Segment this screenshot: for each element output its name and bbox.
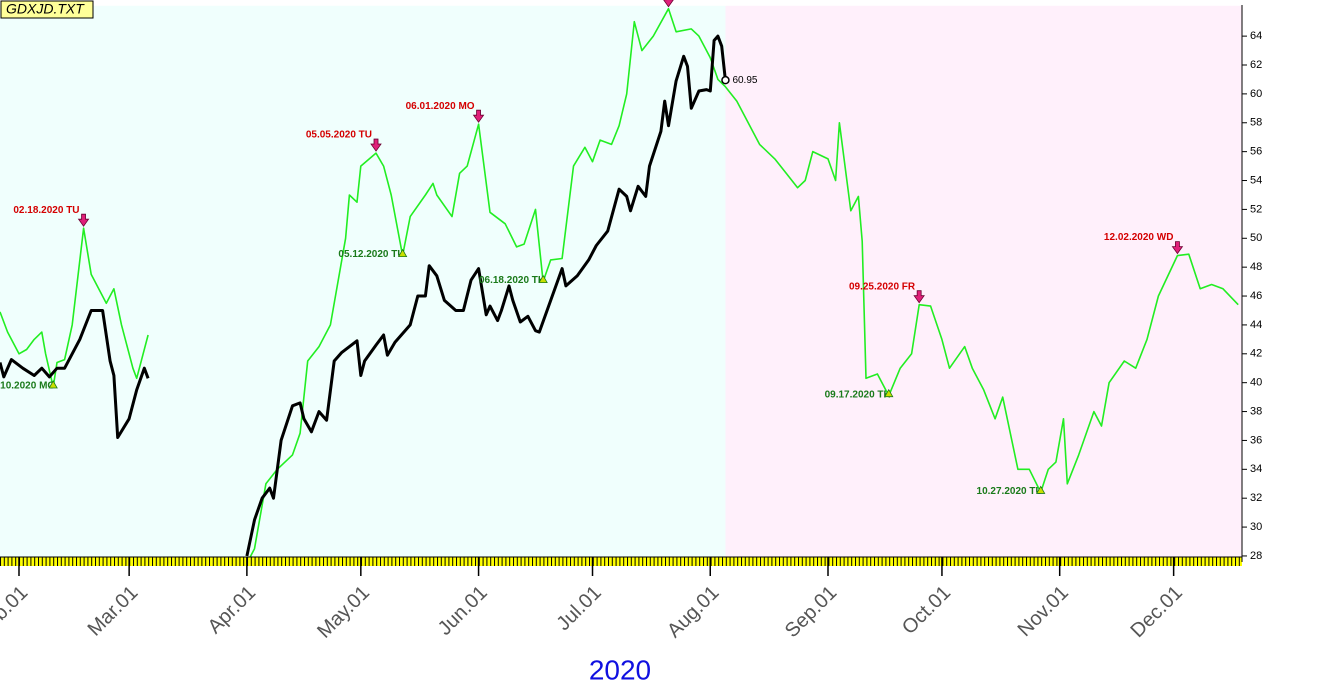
peak-label: 09.25.2020 FR xyxy=(849,281,916,292)
last-price-label: 60.95 xyxy=(732,75,757,86)
peak-label: 02.18.2020 TU xyxy=(13,205,79,216)
series-line xyxy=(245,34,727,557)
peak-marker xyxy=(472,109,485,123)
y-tick-label: 30 xyxy=(1250,521,1262,533)
y-tick-label: 46 xyxy=(1250,290,1262,302)
peak-marker xyxy=(663,0,674,8)
annotation: 12.02.2020 WD xyxy=(1104,232,1184,255)
y-tick-label: 56 xyxy=(1250,146,1262,158)
x-tick-label: Sep.01 xyxy=(781,582,841,642)
series-line xyxy=(0,227,149,388)
peak-marker xyxy=(913,290,925,304)
y-tick-label: 50 xyxy=(1250,232,1262,244)
peak-marker xyxy=(370,138,382,152)
y-tick-label: 44 xyxy=(1250,319,1262,331)
trough-label: 02.10.2020 MO xyxy=(0,381,55,392)
y-tick-label: 54 xyxy=(1250,174,1262,186)
title-box xyxy=(0,0,94,19)
y-tick-label: 36 xyxy=(1250,434,1262,446)
y-tick-label: 42 xyxy=(1250,348,1262,360)
peak-label: 12.02.2020 WD xyxy=(1104,232,1174,243)
history-region xyxy=(0,5,726,558)
annotation: 06.18.2020 TH xyxy=(479,274,548,286)
trough-label: 09.17.2020 TH xyxy=(825,389,891,400)
plot-background xyxy=(0,5,1242,558)
annotation: 06.01.2020 MO xyxy=(406,101,485,123)
y-tick-label: 34 xyxy=(1250,463,1262,475)
x-axis-label: 2020 xyxy=(589,654,651,685)
series-line xyxy=(0,309,150,439)
y-tick-label: 58 xyxy=(1250,117,1262,129)
x-tick-label: Nov.01 xyxy=(1014,582,1073,641)
peak-label: 05.05.2020 TU xyxy=(306,130,372,141)
y-tick-label: 48 xyxy=(1250,261,1262,273)
annotation: 07.21.2020 TU xyxy=(663,0,674,8)
annotation: 10.27.2020 TU xyxy=(977,485,1046,497)
annotation: 05.12.2020 TU xyxy=(338,248,408,260)
trough-marker xyxy=(1036,485,1046,494)
y-tick-label: 40 xyxy=(1250,377,1262,389)
y-tick-label: 38 xyxy=(1250,405,1262,417)
x-tick-label: Apr.01 xyxy=(204,582,260,638)
y-tick-label: 64 xyxy=(1250,30,1262,42)
trough-marker xyxy=(397,248,408,258)
trough-marker xyxy=(884,388,894,398)
annotation: 05.05.2020 TU xyxy=(306,130,382,152)
annotation: 60.95 xyxy=(721,75,758,86)
series-line xyxy=(246,7,1239,564)
last-price-marker xyxy=(721,75,730,85)
x-tick-label: Aug.01 xyxy=(663,582,723,642)
projection-region xyxy=(725,5,1242,558)
x-tick-label: Dec.01 xyxy=(1127,582,1187,642)
y-tick-label: 62 xyxy=(1250,59,1262,71)
y-tick-label: 60 xyxy=(1250,88,1262,100)
x-tick-label: Mar.01 xyxy=(84,582,143,641)
y-tick-label: 28 xyxy=(1250,550,1262,562)
trough-label: 05.12.2020 TU xyxy=(338,249,404,260)
x-tick-label: Jun.01 xyxy=(434,582,492,640)
trough-marker xyxy=(538,274,548,283)
chart-title: GDXJD.TXT xyxy=(6,1,85,17)
day-tick-strip xyxy=(0,557,1242,566)
trough-marker xyxy=(48,380,58,389)
annotation: 02.18.2020 TU xyxy=(13,205,90,227)
x-tick-label: May.01 xyxy=(313,582,374,643)
trough-label: 06.18.2020 TH xyxy=(479,275,545,286)
annotation: 09.25.2020 FR xyxy=(849,281,925,304)
x-tick-label: Jul.01 xyxy=(552,582,605,635)
trough-label: 10.27.2020 TU xyxy=(977,486,1043,497)
x-tick-label: Feb.01 xyxy=(0,582,32,642)
peak-marker xyxy=(77,213,90,227)
y-tick-label: 52 xyxy=(1250,203,1262,215)
peak-label: 06.01.2020 MO xyxy=(406,101,475,112)
x-tick-label: Oct.01 xyxy=(898,582,955,639)
annotation: 09.17.2020 TH xyxy=(825,388,894,400)
annotation: 02.10.2020 MO xyxy=(0,380,58,392)
peak-marker xyxy=(1171,241,1184,255)
y-tick-label: 32 xyxy=(1250,492,1262,504)
